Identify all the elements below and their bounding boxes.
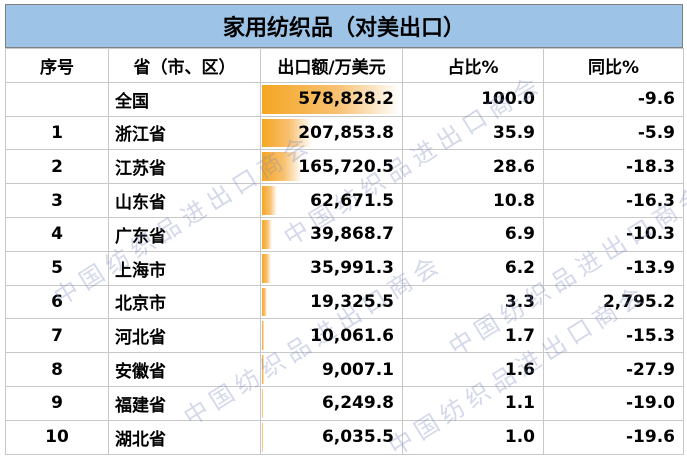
data-bar [262,287,267,317]
export-value: 6,249.8 [321,393,394,414]
cell-rank[interactable]: 9 [5,385,109,421]
cell-rank[interactable]: 5 [5,250,109,286]
cell-share[interactable]: 100.0 [402,81,544,117]
data-bar [262,388,264,418]
export-value: 9,007.1 [321,359,394,380]
table-row: 5 上海市 35,991.3 6.2 -13.9 [5,250,684,286]
cell-yoy[interactable]: -5.9 [543,115,684,151]
table-row: 2 江苏省 165,720.5 28.6 -18.3 [5,149,684,185]
cell-share[interactable]: 3.3 [402,284,544,320]
cell-share[interactable]: 6.2 [402,250,544,286]
export-value: 35,991.3 [310,258,394,279]
export-value: 10,061.6 [310,325,394,346]
header-rank[interactable]: 序号 [5,48,109,83]
cell-yoy[interactable]: 2,795.2 [543,284,684,320]
export-value: 39,868.7 [310,224,394,245]
cell-province[interactable]: 河北省 [108,318,261,354]
table-row: 1 浙江省 207,853.8 35.9 -5.9 [5,115,684,151]
cell-rank[interactable]: 6 [5,284,109,320]
export-value: 207,853.8 [298,122,394,143]
cell-yoy[interactable]: -18.3 [543,149,684,185]
cell-rank[interactable] [5,81,109,117]
cell-export[interactable]: 578,828.2 [260,81,403,117]
header-share[interactable]: 占比% [402,48,544,83]
table-row: 3 山东省 62,671.5 10.8 -16.3 [5,183,684,218]
cell-province[interactable]: 江苏省 [108,149,261,185]
table-row: 全国 578,828.2 100.0 -9.6 [5,81,684,117]
cell-yoy[interactable]: -10.3 [543,216,684,252]
cell-export[interactable]: 6,249.8 [260,385,403,421]
cell-province[interactable]: 山东省 [108,183,261,218]
header-province[interactable]: 省（市、区） [108,48,261,83]
export-value: 19,325.5 [310,291,394,312]
table-title: 家用纺织品（对美出口） [5,4,683,48]
export-value: 165,720.5 [298,156,394,177]
header-row: 序号 省（市、区） 出口额/万美元 占比% 同比% [5,48,684,83]
header-yoy[interactable]: 同比% [543,48,684,83]
cell-rank[interactable]: 10 [5,419,109,455]
data-bar [262,186,277,215]
table-row: 4 广东省 39,868.7 6.9 -10.3 [5,216,684,252]
cell-share[interactable]: 28.6 [402,149,544,185]
cell-rank[interactable]: 3 [5,183,109,218]
cell-province[interactable]: 浙江省 [108,115,261,151]
data-bar [262,84,400,114]
table-row: 9 福建省 6,249.8 1.1 -19.0 [5,385,684,421]
cell-export[interactable]: 165,720.5 [260,149,403,185]
data-bar [262,355,265,384]
data-table: 序号 省（市、区） 出口额/万美元 占比% 同比% 全国 578,828.2 100… [5,48,684,455]
export-value: 6,035.5 [321,427,394,448]
cell-yoy[interactable]: -19.0 [543,385,684,421]
cell-yoy[interactable]: -9.6 [543,81,684,117]
cell-province[interactable]: 上海市 [108,250,261,286]
table-body: 全国 578,828.2 100.0 -9.6 1 浙江省 207,853.8 35.9 -5.… [5,81,684,455]
cell-export[interactable]: 35,991.3 [260,250,403,286]
data-bar [262,321,265,351]
table-row: 10 湖北省 6,035.5 1.0 -19.6 [5,419,684,455]
cell-share[interactable]: 1.7 [402,318,544,354]
table-row: 8 安徽省 9,007.1 1.6 -27.9 [5,352,684,387]
cell-rank[interactable]: 1 [5,115,109,151]
cell-yoy[interactable]: -15.3 [543,318,684,354]
cell-province[interactable]: 福建省 [108,385,261,421]
cell-yoy[interactable]: -27.9 [543,352,684,387]
cell-province[interactable]: 湖北省 [108,419,261,455]
cell-rank[interactable]: 4 [5,216,109,252]
cell-rank[interactable]: 7 [5,318,109,354]
cell-province[interactable]: 全国 [108,81,261,117]
cell-yoy[interactable]: -16.3 [543,183,684,218]
cell-share[interactable]: 1.1 [402,385,544,421]
cell-yoy[interactable]: -13.9 [543,250,684,286]
cell-yoy[interactable]: -19.6 [543,419,684,455]
data-bar [262,422,264,452]
cell-export[interactable]: 10,061.6 [260,318,403,354]
export-value: 62,671.5 [310,190,394,211]
data-bar [262,152,302,182]
header-export[interactable]: 出口额/万美元 [260,48,403,83]
cell-export[interactable]: 39,868.7 [260,216,403,252]
cell-share[interactable]: 6.9 [402,216,544,252]
cell-export[interactable]: 207,853.8 [260,115,403,151]
cell-share[interactable]: 10.8 [402,183,544,218]
cell-province[interactable]: 安徽省 [108,352,261,387]
cell-export[interactable]: 62,671.5 [260,183,403,218]
data-bar [262,253,271,283]
cell-share[interactable]: 35.9 [402,115,544,151]
cell-share[interactable]: 1.0 [402,419,544,455]
cell-export[interactable]: 9,007.1 [260,352,403,387]
data-bar [262,118,312,148]
data-bar [262,219,272,249]
cell-province[interactable]: 广东省 [108,216,261,252]
cell-rank[interactable]: 2 [5,149,109,185]
cell-export[interactable]: 19,325.5 [260,284,403,320]
table-row: 7 河北省 10,061.6 1.7 -15.3 [5,318,684,354]
export-value: 578,828.2 [298,89,394,110]
cell-share[interactable]: 1.6 [402,352,544,387]
spreadsheet: 家用纺织品（对美出口） 序号 省（市、区） 出口额/万美元 占比% 同比% 全国… [5,4,684,455]
cell-rank[interactable]: 8 [5,352,109,387]
cell-province[interactable]: 北京市 [108,284,261,320]
cell-export[interactable]: 6,035.5 [260,419,403,455]
table-row: 6 北京市 19,325.5 3.3 2,795.2 [5,284,684,320]
